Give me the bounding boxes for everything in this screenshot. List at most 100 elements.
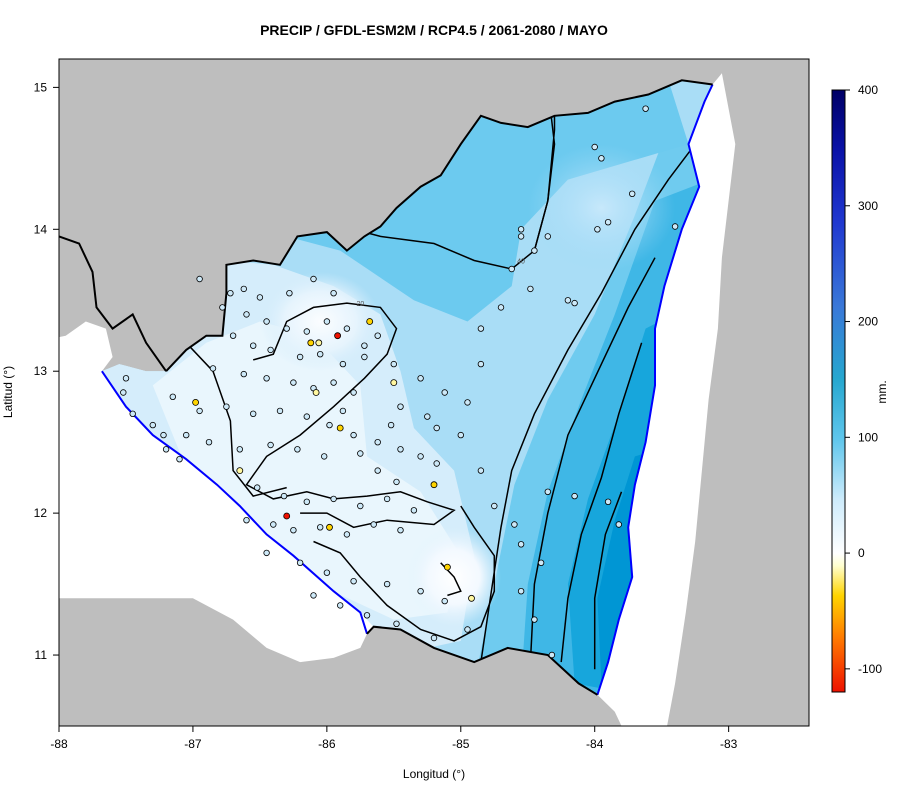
- station-marker: [424, 413, 431, 420]
- station-marker: [387, 421, 395, 429]
- station-marker: [317, 524, 324, 531]
- x-axis: -88 -87 -86 -85 -84 -83: [50, 726, 738, 751]
- station-marker: [182, 431, 190, 439]
- station-marker: [343, 325, 351, 332]
- station-marker: [169, 393, 176, 400]
- station-marker: [294, 446, 301, 453]
- plot-frame: [58, 58, 810, 727]
- station-marker: [517, 588, 525, 595]
- station-marker-negative: [307, 339, 315, 347]
- station-marker: [227, 290, 234, 297]
- station-marker: [254, 484, 261, 491]
- station-marker: [544, 233, 551, 240]
- station-marker: [517, 541, 525, 548]
- station-marker: [330, 495, 337, 503]
- y-axis: 11 12 13 14 15: [34, 80, 59, 662]
- station-marker-negative: [390, 379, 398, 387]
- station-marker: [120, 389, 127, 396]
- station-marker-negative: [236, 467, 244, 475]
- station-marker: [243, 517, 250, 524]
- station-marker: [286, 290, 293, 297]
- station-marker: [417, 588, 424, 595]
- station-marker: [598, 155, 605, 162]
- station-marker: [383, 495, 391, 503]
- station-marker: [283, 325, 290, 332]
- station-marker: [511, 521, 518, 528]
- station-marker: [236, 446, 243, 453]
- station-marker: [594, 226, 601, 233]
- pacific-coastline: [101, 370, 368, 635]
- x-tick-label: -86: [318, 737, 336, 751]
- station-marker: [397, 446, 404, 453]
- station-marker: [323, 569, 331, 576]
- station-marker: [374, 467, 381, 474]
- station-marker: [209, 365, 217, 372]
- station-marker: [417, 453, 424, 460]
- station-marker: [290, 379, 297, 386]
- station-marker: [537, 559, 545, 566]
- station-marker: [330, 379, 337, 386]
- station-marker: [410, 507, 418, 514]
- colorbar-tick-label: -100: [858, 662, 882, 676]
- station-marker: [160, 431, 167, 439]
- station-marker: [477, 360, 485, 368]
- station-marker: [544, 488, 551, 495]
- station-marker: [374, 439, 381, 446]
- y-tick-label: 15: [34, 80, 48, 94]
- station-marker: [122, 375, 130, 382]
- station-marker: [374, 332, 381, 339]
- station-marker: [531, 247, 538, 254]
- station-marker: [629, 190, 636, 197]
- colorbar-unit: mm.: [875, 380, 889, 403]
- station-marker: [517, 226, 525, 233]
- station-marker: [296, 559, 304, 566]
- station-marker: [361, 353, 368, 361]
- station-marker: [339, 407, 347, 415]
- station-marker: [321, 453, 328, 460]
- station-marker: [615, 521, 622, 528]
- station-marker: [433, 424, 440, 432]
- station-marker: [571, 492, 578, 500]
- neighbor-land-east: [667, 59, 809, 726]
- station-marker: [390, 360, 397, 368]
- station-marker: [417, 375, 424, 382]
- station-marker: [330, 290, 337, 297]
- station-marker: [350, 389, 357, 396]
- caribbean-coastline: [596, 84, 714, 696]
- station-marker: [249, 342, 257, 349]
- station-marker: [591, 143, 598, 151]
- colorbar-ramp: [831, 89, 846, 693]
- station-marker: [223, 403, 230, 410]
- station-marker: [604, 218, 612, 226]
- colorbar-ticks: -100 0 100 200 300 400: [845, 83, 882, 676]
- station-marker: [604, 498, 612, 505]
- station-marker: [219, 304, 226, 311]
- station-marker: [517, 233, 525, 240]
- station-marker: [564, 297, 572, 304]
- station-marker: [240, 285, 247, 293]
- station-marker: [317, 351, 324, 358]
- station-marker: [433, 460, 440, 467]
- station-marker: [129, 410, 136, 417]
- stations: [120, 105, 679, 659]
- station-marker: [370, 521, 377, 528]
- north-border: [165, 79, 713, 372]
- station-marker: [337, 602, 344, 609]
- station-marker-negative: [283, 512, 291, 520]
- station-marker: [263, 375, 270, 382]
- station-marker: [176, 456, 183, 463]
- x-tick-label: -88: [50, 737, 68, 751]
- band-north: [259, 80, 689, 322]
- colorbar-tick-label: 200: [858, 315, 878, 329]
- colorbar-tick-label: 400: [858, 83, 878, 97]
- station-marker-negative: [336, 424, 344, 432]
- station-marker: [267, 441, 274, 449]
- station-marker-negative: [326, 523, 333, 531]
- y-tick-label: 13: [34, 364, 48, 378]
- station-marker: [267, 346, 274, 354]
- station-marker: [196, 407, 203, 415]
- station-marker: [243, 311, 250, 318]
- y-tick-label: 12: [34, 506, 48, 520]
- y-tick-label: 11: [35, 648, 48, 662]
